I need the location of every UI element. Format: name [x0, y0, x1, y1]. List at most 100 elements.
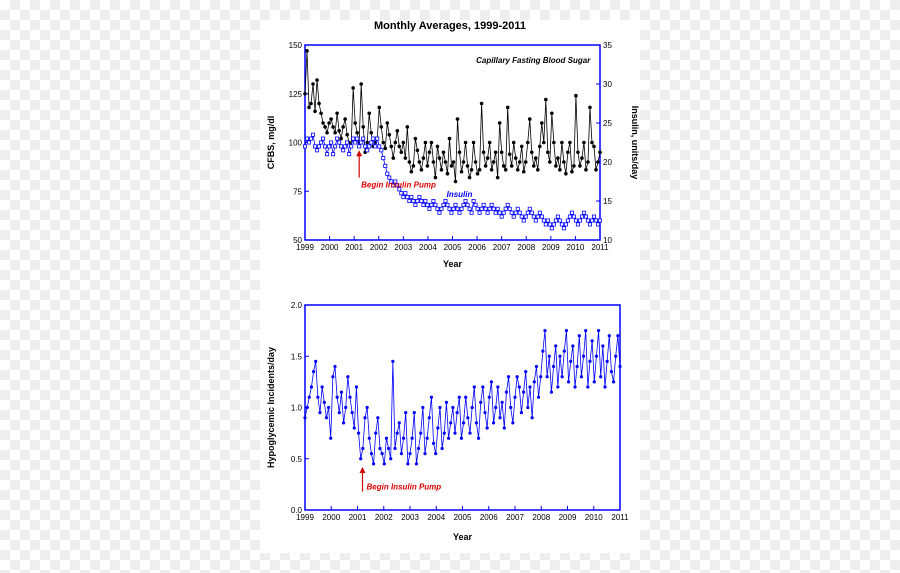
hypo-marker	[558, 355, 561, 358]
hypo-marker	[543, 329, 546, 332]
hypo-marker	[413, 411, 416, 414]
cfbs-marker	[389, 145, 393, 149]
insulin-marker	[540, 215, 543, 218]
hypo-marker	[511, 421, 514, 424]
hypo-marker	[601, 344, 604, 347]
hypo-marker	[584, 329, 587, 332]
insulin-marker	[474, 203, 477, 206]
hypo-marker	[561, 375, 564, 378]
cfbs-marker	[540, 121, 544, 125]
cfbs-marker	[335, 111, 339, 115]
hypo-marker	[586, 385, 589, 388]
insulin-marker	[348, 153, 351, 156]
hypo-marker	[576, 365, 579, 368]
hypo-marker	[481, 385, 484, 388]
x-tick: 1999	[296, 243, 314, 252]
insulin-marker	[478, 211, 481, 214]
insulin-marker	[566, 219, 569, 222]
cfbs-marker	[416, 149, 420, 153]
hypo-marker	[404, 411, 407, 414]
hypo-marker	[618, 365, 621, 368]
cfbs-marker	[420, 168, 424, 172]
hypo-marker	[327, 406, 330, 409]
insulin-marker	[376, 137, 379, 140]
hypo-marker	[516, 375, 519, 378]
hypo-marker	[318, 411, 321, 414]
hypo-marker	[387, 447, 390, 450]
hypo-marker	[366, 406, 369, 409]
hypo-marker	[391, 360, 394, 363]
insulin-marker	[564, 223, 567, 226]
insulin-marker	[414, 203, 417, 206]
insulin-marker	[556, 215, 559, 218]
x-tick: 2002	[375, 513, 393, 522]
insulin-marker	[344, 145, 347, 148]
cfbs-marker	[446, 172, 450, 176]
insulin-marker	[354, 141, 357, 144]
cfbs-marker	[568, 141, 572, 145]
insulin-marker	[307, 141, 310, 144]
hypo-marker	[606, 360, 609, 363]
insulin-marker	[374, 145, 377, 148]
bottom-chart: 0.00.51.01.52.01999200020012002200320042…	[260, 295, 640, 555]
cfbs-marker	[385, 121, 389, 125]
insulin-marker	[368, 145, 371, 148]
cfbs-marker	[387, 133, 391, 137]
cfbs-marker	[428, 150, 432, 154]
hypo-marker	[398, 421, 401, 424]
hypo-marker	[468, 432, 471, 435]
insulin-marker	[446, 203, 449, 206]
insulin-marker	[400, 192, 403, 195]
insulin-marker	[319, 141, 322, 144]
x-tick: 2001	[349, 513, 367, 522]
insulin-marker	[430, 203, 433, 206]
insulin-marker	[454, 203, 457, 206]
cfbs-marker	[590, 141, 594, 145]
x-tick: 2003	[401, 513, 419, 522]
y-tick: 0.5	[291, 455, 303, 464]
cfbs-marker	[534, 156, 538, 160]
insulin-marker	[402, 196, 405, 199]
cfbs-marker	[313, 110, 317, 114]
cfbs-marker	[377, 106, 381, 110]
cfbs-marker	[586, 160, 590, 164]
cfbs-marker	[329, 117, 333, 121]
y-tick: 1.0	[291, 404, 303, 413]
cfbs-marker	[452, 160, 456, 164]
insulin-marker	[518, 211, 521, 214]
cfbs-marker	[339, 137, 343, 141]
pump-annotation: Begin Insulin Pump	[367, 483, 442, 492]
insulin-marker	[526, 211, 529, 214]
hypo-marker	[314, 360, 317, 363]
cfbs-marker	[321, 121, 325, 125]
insulin-marker	[562, 227, 565, 230]
insulin-marker	[476, 207, 479, 210]
insulin-marker	[372, 137, 375, 140]
hypo-marker	[520, 411, 523, 414]
hypo-marker	[488, 396, 491, 399]
cfbs-marker	[472, 141, 476, 145]
cfbs-marker	[480, 102, 484, 106]
insulin-marker	[584, 215, 587, 218]
insulin-marker	[426, 203, 429, 206]
cfbs-marker	[353, 121, 357, 125]
hypo-marker	[393, 447, 396, 450]
insulin-marker	[388, 176, 391, 179]
cfbs-marker	[404, 156, 408, 160]
insulin-marker	[488, 207, 491, 210]
hypo-marker	[396, 432, 399, 435]
hypo-marker	[434, 452, 437, 455]
cfbs-marker	[450, 164, 454, 168]
insulin-marker	[594, 219, 597, 222]
insulin-marker	[494, 211, 497, 214]
insulin-marker	[418, 196, 421, 199]
x-tick: 2007	[506, 513, 524, 522]
cfbs-marker	[574, 94, 578, 98]
insulin-series-label: Insulin	[447, 190, 473, 199]
cfbs-marker	[367, 111, 371, 115]
y-axis-left-label: CFBS, mg/dl	[266, 116, 276, 170]
cfbs-marker	[516, 168, 520, 172]
cfbs-marker	[518, 160, 522, 164]
cfbs-marker	[448, 137, 452, 141]
insulin-marker	[448, 207, 451, 210]
